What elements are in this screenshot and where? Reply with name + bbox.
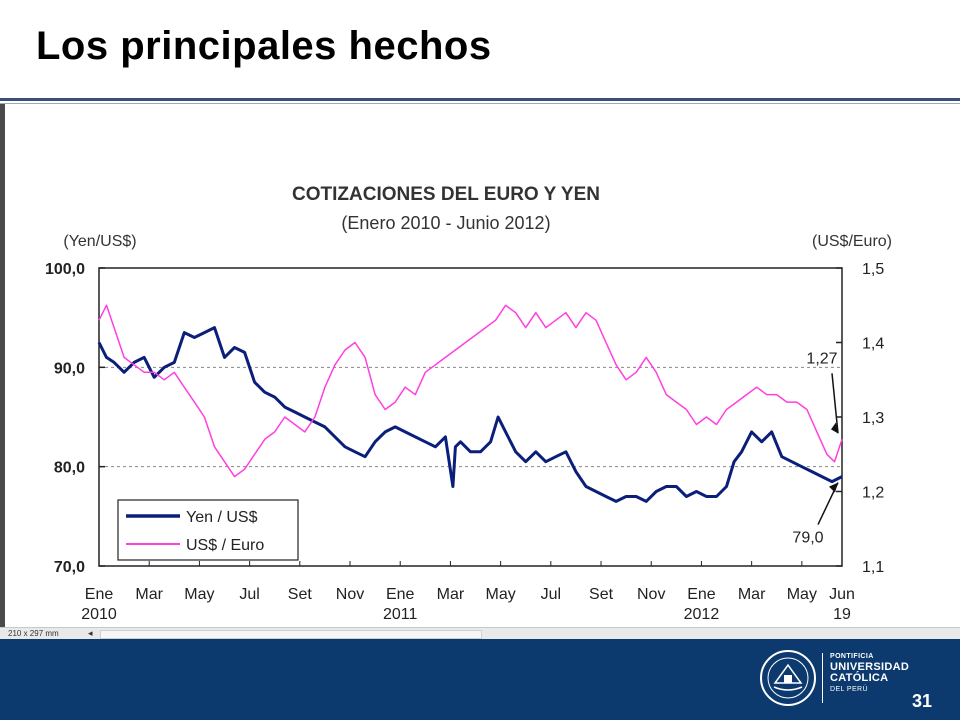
x-tick-label-15: Jun	[829, 586, 855, 603]
logo-divider	[822, 653, 823, 703]
y-right-tick-label-1: 1,2	[862, 485, 884, 502]
x-tick-year-6: 2011	[383, 606, 418, 623]
y-right-tick-label-3: 1,4	[862, 336, 884, 353]
y-left-ticks: 70,0 80,0 90,0 100,0	[45, 261, 105, 576]
series-layer	[97, 304, 843, 503]
viewport-left-edge	[0, 104, 5, 638]
y-left-tick-label-2: 90,0	[54, 360, 85, 377]
annotation-label-0: 1,27	[806, 350, 837, 367]
y-right-axis-label: (US$/Euro)	[812, 233, 892, 250]
x-tick-label-8: May	[486, 586, 516, 603]
x-tick-label-4: Set	[288, 586, 313, 603]
annotation-label-1: 79,0	[792, 530, 823, 547]
x-tick-year-15: 19	[833, 606, 851, 623]
university-logo: PONTIFICIA UNIVERSIDAD CATÓLICA DEL PERÚ	[830, 653, 909, 693]
title-divider-thin	[0, 103, 960, 104]
logo-line-3: CATÓLICA	[830, 672, 889, 684]
annotation-arrow-0	[831, 373, 839, 434]
x-tick-label-9: Jul	[541, 586, 561, 603]
chart-title: COTIZACIONES DEL EURO Y YEN	[292, 184, 600, 205]
currency-chart: COTIZACIONES DEL EURO Y YEN (Enero 2010 …	[45, 184, 892, 623]
x-tick-year-12: 2012	[684, 606, 720, 623]
x-tick-label-6: Ene	[386, 586, 415, 603]
logo-line-1: PONTIFICIA	[830, 653, 874, 660]
logo-line-2: UNIVERSIDAD	[830, 661, 910, 673]
title-divider	[0, 98, 960, 101]
page-size-readout: 210 x 297 mm	[8, 629, 59, 638]
x-tick-label-2: May	[184, 586, 214, 603]
y-right-ticks: 1,1 1,2 1,3 1,4 1,5	[836, 261, 884, 576]
page-title: Los principales hechos	[36, 24, 492, 68]
y-left-tick-label-3: 100,0	[45, 261, 85, 278]
x-tick-label-13: Mar	[738, 586, 766, 603]
x-tick-label-5: Nov	[336, 586, 364, 603]
y-right-tick-label-0: 1,1	[862, 559, 884, 576]
y-right-tick-label-2: 1,3	[862, 410, 884, 427]
legend-label-0: Yen / US$	[186, 509, 258, 526]
x-tick-label-0: Ene	[85, 586, 114, 603]
x-tick-label-11: Nov	[637, 586, 665, 603]
x-ticks: Ene 2010 Mar May Jul Set Nov Ene 2011 Mar May Jul Se…	[81, 561, 855, 623]
legend-label-1: US$ / Euro	[186, 537, 264, 554]
x-tick-label-12: Ene	[687, 586, 716, 603]
x-tick-label-7: Mar	[437, 586, 465, 603]
x-tick-label-10: Set	[589, 586, 614, 603]
legend-box	[117, 499, 299, 561]
x-tick-label-1: Mar	[135, 586, 163, 603]
logo-line-4: DEL PERÚ	[830, 686, 868, 693]
series-line-euro	[98, 304, 843, 478]
annotation-arrowhead-1	[829, 482, 838, 493]
x-tick-year-0: 2010	[81, 606, 117, 623]
horizontal-scrollbar[interactable]	[100, 630, 482, 639]
y-left-tick-label-0: 70,0	[54, 559, 85, 576]
annotation-arrowhead-0	[831, 422, 838, 434]
y-left-axis-label: (Yen/US$)	[63, 233, 136, 250]
series-line-yen	[97, 326, 843, 503]
x-tick-label-14: May	[787, 586, 817, 603]
page-number: 31	[911, 691, 932, 711]
chart-subtitle: (Enero 2010 - Junio 2012)	[341, 213, 550, 233]
footer-bar: PONTIFICIA UNIVERSIDAD CATÓLICA DEL PERÚ…	[0, 639, 960, 720]
x-tick-label-3: Jul	[239, 586, 259, 603]
y-left-tick-label-1: 80,0	[54, 460, 85, 477]
university-seal-icon	[760, 650, 816, 706]
gridlines	[99, 366, 842, 468]
annotations: 1,27 79,0	[792, 350, 839, 547]
status-bar: 210 x 297 mm ◂	[0, 627, 960, 640]
legend: Yen / US$ US$ / Euro	[117, 499, 299, 561]
scroll-left-arrow[interactable]: ◂	[88, 628, 93, 638]
y-right-tick-label-4: 1,5	[862, 261, 884, 278]
chart-header: COTIZACIONES DEL EURO Y YEN (Enero 2010 …	[63, 184, 892, 250]
